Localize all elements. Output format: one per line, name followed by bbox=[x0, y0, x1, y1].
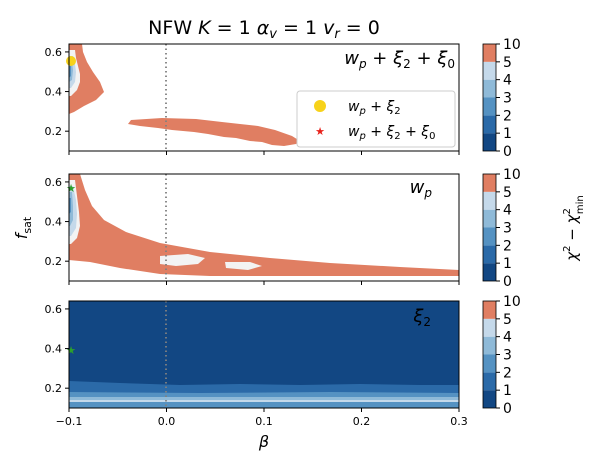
colorbar-band bbox=[483, 318, 496, 337]
legend-box bbox=[296, 90, 456, 148]
colorbar-tick-label: 4 bbox=[503, 203, 512, 219]
y-tick-label: 0.6 bbox=[45, 46, 63, 59]
colorbar-band bbox=[483, 354, 496, 373]
x-tick-label: 0.0 bbox=[158, 415, 176, 428]
colorbar-tick-label: 2 bbox=[503, 365, 512, 381]
colorbar-tick-label: 3 bbox=[503, 221, 512, 237]
colorbar-band bbox=[483, 301, 496, 319]
colorbar-tick-label: 5 bbox=[503, 312, 512, 328]
panel-2-contour-level-5-island bbox=[160, 254, 205, 266]
colorbar-tick-label: 3 bbox=[503, 91, 512, 107]
colorbar-band bbox=[483, 191, 496, 210]
panel-3: ★ ξ2 bbox=[66, 300, 460, 409]
panel-1-best-fit-marker bbox=[66, 56, 76, 66]
colorbar-band bbox=[483, 372, 496, 391]
colorbar-tick-label: 3 bbox=[503, 348, 512, 364]
panel-3-best-fit-marker: ★ bbox=[66, 344, 76, 357]
legend: wp + ξ2 ★ wp + ξ2 + ξ0 bbox=[296, 90, 456, 148]
colorbar-tick-label: 2 bbox=[503, 238, 512, 254]
axis-ticks: 0.2 0.4 0.6 0.2 0.4 0.6 0.2 0.4 0.6 −0.1 0.0 0.1 0.2… bbox=[45, 46, 468, 428]
legend-marker-circle bbox=[314, 100, 326, 112]
y-tick-label: 0.6 bbox=[45, 176, 63, 189]
panel-2-contours bbox=[69, 174, 459, 276]
legend-entry-1: wp + ξ2 bbox=[348, 99, 401, 117]
panel-3-contours bbox=[69, 301, 459, 408]
colorbar-band bbox=[483, 97, 496, 116]
colorbar-tick-label: 1 bbox=[503, 256, 512, 272]
panel-3-contour-level-4 bbox=[69, 400, 459, 402]
panel-1: wp + ξ2 + ξ0 wp + ξ2 ★ wp + ξ2 + ξ0 bbox=[66, 43, 460, 152]
colorbar-tick-label: 10 bbox=[503, 167, 521, 183]
y-tick-label: 0.4 bbox=[45, 86, 63, 99]
colorbar-tick-label: 1 bbox=[503, 126, 512, 142]
colorbar-tick-label: 5 bbox=[503, 185, 512, 201]
y-axis-label: fsat bbox=[12, 216, 34, 239]
y-tick-label: 0.2 bbox=[45, 255, 63, 268]
panel-3-contour-level-3 bbox=[69, 397, 459, 400]
panel-1-contour-level-10 bbox=[69, 44, 104, 114]
colorbar-band bbox=[483, 209, 496, 228]
colorbar-band bbox=[483, 174, 496, 192]
colorbar-tick-label: 1 bbox=[503, 383, 512, 399]
colorbar-tick-label: 5 bbox=[503, 55, 512, 71]
panel-2-label: wp bbox=[410, 177, 433, 200]
colorbar-band bbox=[483, 227, 496, 246]
panel-1-contour-level-10-band bbox=[128, 118, 300, 146]
colorbar-band bbox=[483, 79, 496, 98]
panel-2-contour-level-5-island-2 bbox=[225, 262, 262, 270]
colorbar-tick-label: 0 bbox=[503, 274, 512, 290]
colorbar-band bbox=[483, 336, 496, 355]
colorbar-tick-label: 10 bbox=[503, 294, 521, 310]
colorbar-label: χ2 − χ2 min bbox=[562, 195, 586, 262]
colorbar-band bbox=[483, 44, 496, 62]
x-axis-label: β bbox=[258, 432, 269, 451]
colorbar-band bbox=[483, 115, 496, 134]
y-tick-label: 0.4 bbox=[45, 216, 63, 229]
colorbar-tick-label: 0 bbox=[503, 401, 512, 417]
y-tick-label: 0.2 bbox=[45, 382, 63, 395]
x-tick-label: 0.1 bbox=[255, 415, 273, 428]
chart-title: NFW K = 1 αv = 1 vr = 0 bbox=[148, 17, 380, 42]
legend-marker-star: ★ bbox=[315, 125, 325, 138]
colorbar-band bbox=[483, 263, 496, 281]
panel-2-best-fit-marker: ★ bbox=[66, 182, 76, 195]
colorbar-band bbox=[483, 61, 496, 80]
colorbar-band bbox=[483, 390, 496, 408]
x-tick-label: 0.3 bbox=[450, 415, 468, 428]
panel-1-contours bbox=[69, 44, 300, 146]
colorbar-tick-label: 0 bbox=[503, 144, 512, 160]
x-tick-label: 0.2 bbox=[353, 415, 371, 428]
y-tick-label: 0.6 bbox=[45, 303, 63, 316]
colorbar-band bbox=[483, 133, 496, 151]
panel-1-label: wp + ξ2 + ξ0 bbox=[344, 48, 455, 71]
y-tick-label: 0.4 bbox=[45, 343, 63, 356]
legend-entry-2: wp + ξ2 + ξ0 bbox=[348, 124, 435, 142]
colorbar-tick-label: 4 bbox=[503, 73, 512, 89]
panel-2: ★ wp bbox=[66, 173, 460, 282]
panel-2-contour-level-10 bbox=[69, 174, 459, 276]
y-tick-label: 0.2 bbox=[45, 125, 63, 138]
x-tick-label: −0.1 bbox=[56, 415, 83, 428]
colorbar-tick-label: 10 bbox=[503, 37, 521, 53]
colorbar-band bbox=[483, 245, 496, 264]
colorbar-tick-label: 2 bbox=[503, 108, 512, 124]
colorbar-tick-label: 4 bbox=[503, 330, 512, 346]
